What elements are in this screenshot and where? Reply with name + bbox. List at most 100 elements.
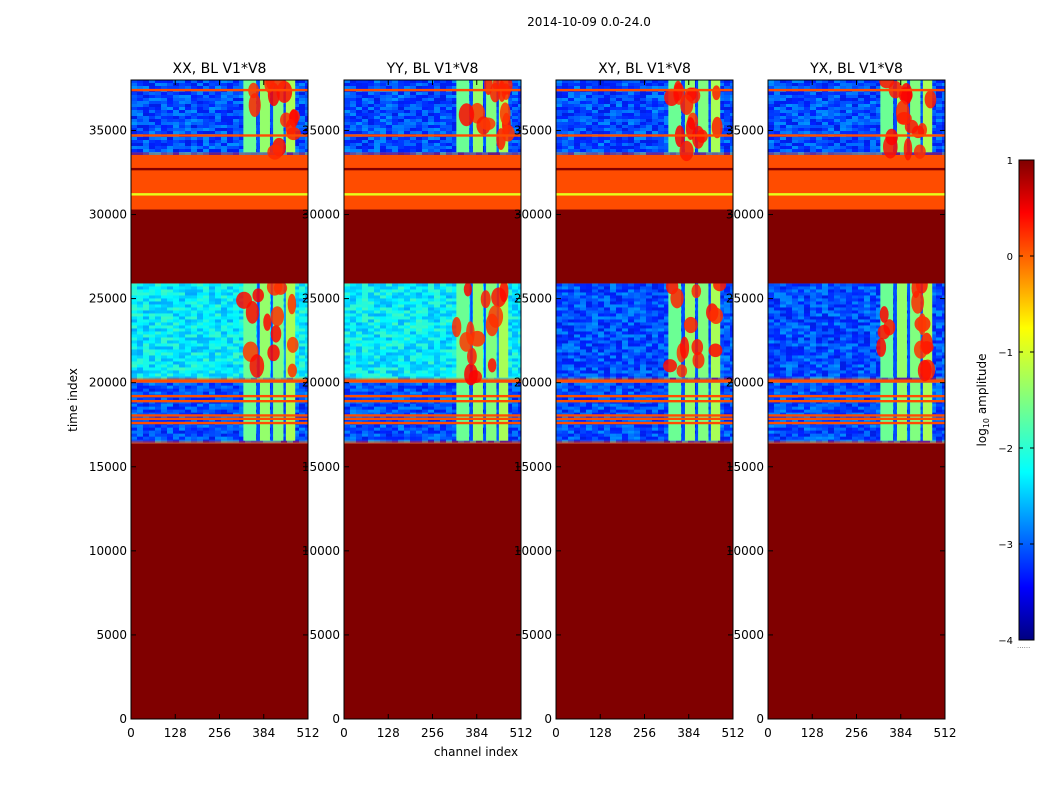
x-axis-label: channel index: [434, 745, 518, 759]
rfi-band: [497, 382, 499, 441]
panel-yy: YY, BL V1*V8 0 128 256 384 512 0 5000 10000 15000…: [302, 61, 533, 740]
colorbar-tick-label: −3: [998, 540, 1013, 551]
y-tick-label: 35000: [726, 123, 764, 137]
rfi-band: [908, 382, 910, 441]
colorbar-tick-label: −4: [998, 636, 1013, 647]
x-tick-label: 256: [208, 726, 231, 740]
rfi-band: [684, 382, 695, 441]
rfi-band: [472, 283, 483, 378]
rfi-band: [910, 80, 921, 153]
horizontal-line: [556, 193, 733, 196]
horizontal-line: [768, 399, 945, 403]
rfi-band: [497, 283, 499, 378]
horizontal-line: [556, 417, 733, 421]
y-tick-label: 35000: [89, 123, 127, 137]
time-segment: [556, 209, 733, 284]
rfi-band: [498, 382, 509, 441]
horizontal-line: [768, 134, 945, 137]
horizontal-line: [131, 193, 308, 196]
panel-image: [768, 80, 945, 719]
y-tick-label: 20000: [302, 376, 340, 390]
horizontal-line: [556, 88, 733, 92]
y-tick-label: 20000: [89, 376, 127, 390]
rfi-band: [908, 283, 910, 378]
time-segment: [344, 152, 521, 210]
y-tick-label: 25000: [89, 292, 127, 306]
y-tick-label: 10000: [726, 544, 764, 558]
colorbar-tick-label: 0: [1007, 252, 1013, 263]
rfi-band: [498, 283, 509, 378]
time-segment: [768, 377, 945, 383]
rfi-band: [273, 382, 284, 441]
rfi-band: [285, 382, 296, 441]
panel-image: [556, 80, 733, 719]
rfi-band: [709, 80, 711, 153]
y-axis-label: time index: [66, 368, 80, 432]
horizontal-line: [768, 421, 945, 425]
y-tick-label: 30000: [302, 208, 340, 222]
x-tick-label: 512: [722, 726, 745, 740]
rfi-band: [243, 382, 257, 441]
x-tick-label: 512: [934, 726, 957, 740]
horizontal-line: [768, 193, 945, 196]
rfi-band: [285, 283, 296, 378]
y-tick-label: 0: [119, 712, 127, 726]
time-segment: [556, 377, 733, 383]
y-tick-label: 30000: [89, 208, 127, 222]
time-segment: [131, 209, 308, 284]
horizontal-line: [131, 134, 308, 137]
rfi-band: [922, 382, 933, 441]
y-tick-label: 20000: [726, 376, 764, 390]
y-tick-label: 20000: [514, 376, 552, 390]
rfi-band: [486, 80, 497, 153]
horizontal-line: [556, 414, 733, 417]
y-tick-label: 15000: [302, 460, 340, 474]
horizontal-line: [768, 394, 945, 398]
rfi-band: [894, 80, 897, 153]
panel-xy: XY, BL V1*V8 0 128 256 384 512 0 5000 10000 15000…: [514, 61, 745, 740]
rfi-band: [682, 382, 685, 441]
panel-yx: YX, BL V1*V8 0 128 256 384 512 0 5000 10000 15000…: [726, 61, 957, 740]
horizontal-line: [344, 193, 521, 196]
y-tick-label: 10000: [302, 544, 340, 558]
rfi-band: [709, 382, 711, 441]
y-tick-label: 5000: [309, 628, 340, 642]
rfi-band: [880, 382, 894, 441]
time-segment: [768, 209, 945, 284]
colorbar-tick-label: −1: [998, 348, 1013, 359]
rfi-band: [668, 382, 682, 441]
rfi-band: [257, 283, 260, 378]
x-tick-label: 384: [465, 726, 488, 740]
panel-xx: XX, BL V1*V8 0 128 256 384 512 0 5000 10000 15000…: [89, 61, 320, 740]
horizontal-line: [131, 417, 308, 421]
rfi-band: [922, 283, 933, 378]
y-tick-label: 5000: [733, 628, 764, 642]
panel-title: XX, BL V1*V8: [173, 61, 267, 77]
rfi-band: [921, 382, 923, 441]
rfi-band: [497, 80, 499, 153]
horizontal-line: [344, 394, 521, 398]
panel-title: YY, BL V1*V8: [386, 61, 479, 77]
rfi-band: [472, 382, 483, 441]
panel-image: [344, 80, 521, 719]
horizontal-line: [344, 421, 521, 425]
rfi-band: [271, 382, 273, 441]
horizontal-line: [131, 167, 308, 171]
rfi-band: [698, 80, 709, 153]
rfi-band: [484, 80, 486, 153]
rfi-band: [484, 283, 486, 378]
rfi-band: [486, 382, 497, 441]
rfi-band: [910, 283, 921, 378]
horizontal-line: [344, 167, 521, 171]
y-tick-label: 0: [332, 712, 340, 726]
horizontal-line: [556, 421, 733, 425]
rfi-band: [257, 382, 260, 441]
horizontal-line: [556, 394, 733, 398]
rfi-band: [259, 382, 270, 441]
panel-title: YX, BL V1*V8: [809, 61, 903, 77]
rfi-band: [259, 283, 270, 378]
panel-image: [131, 80, 308, 719]
horizontal-line: [768, 414, 945, 417]
rfi-band: [682, 80, 685, 153]
